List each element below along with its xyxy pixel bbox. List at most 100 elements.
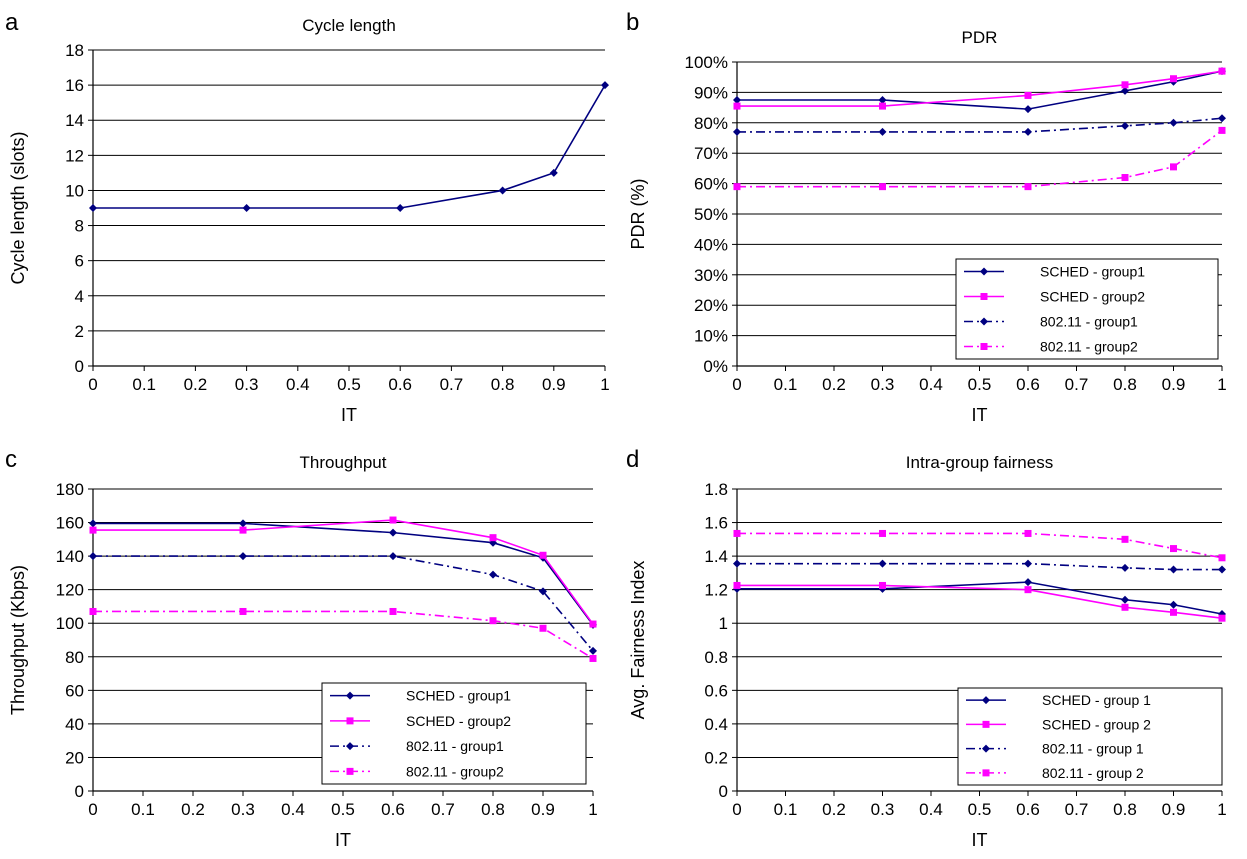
x-tick-label: 1 — [1217, 375, 1226, 394]
data-point — [733, 581, 741, 589]
data-point — [539, 551, 547, 559]
series-0 — [89, 81, 609, 212]
x-tick-label: 0 — [732, 375, 741, 394]
y-tick-label: 50% — [694, 205, 728, 224]
x-tick-label: 0.2 — [822, 375, 846, 394]
y-axis-label: Avg. Fairness Index — [628, 561, 648, 720]
legend-marker — [346, 691, 354, 700]
legend: SCHED - group1 SCHED - group2 802.11 - gro… — [321, 682, 587, 785]
data-point — [1170, 545, 1177, 553]
data-point — [1024, 578, 1032, 587]
data-point — [879, 581, 886, 589]
series-line — [737, 129, 1223, 188]
series-line — [93, 84, 606, 209]
y-tick-label: 30% — [694, 266, 728, 285]
legend-marker — [346, 767, 354, 775]
legend-label: SCHED - group2 — [1040, 289, 1145, 305]
series-1 — [89, 516, 597, 628]
series-0 — [89, 519, 597, 629]
data-point — [549, 168, 558, 177]
y-tick-label: 100 — [56, 614, 84, 633]
panel-letter: d — [626, 446, 639, 473]
legend-label: 802.11 - group1 — [406, 738, 504, 754]
x-tick-label: 0.7 — [440, 375, 464, 394]
data-point — [1218, 114, 1226, 123]
y-tick-label: 0% — [703, 357, 728, 376]
data-point — [879, 183, 886, 191]
series-line — [93, 555, 594, 652]
data-point — [878, 127, 887, 136]
series-line — [737, 581, 1223, 615]
y-tick-label: 10% — [694, 327, 728, 346]
x-tick-label: 0 — [88, 375, 97, 394]
data-point — [589, 620, 597, 628]
x-tick-label: 0 — [732, 800, 741, 819]
x-tick-label: 0.9 — [1162, 375, 1186, 394]
x-tick-label: 0.1 — [131, 800, 155, 819]
legend-label: SCHED - group 1 — [1042, 692, 1151, 708]
legend-marker — [980, 343, 988, 350]
y-tick-label: 160 — [56, 514, 84, 533]
x-tick-label: 1 — [600, 375, 609, 394]
y-axis-label: PDR (%) — [628, 179, 648, 250]
data-point — [1024, 559, 1032, 568]
y-tick-label: 14 — [65, 111, 84, 130]
x-tick-label: 0.4 — [919, 375, 943, 394]
x-tick-label: 0.8 — [481, 800, 505, 819]
x-tick-label: 0.1 — [774, 375, 798, 394]
legend: SCHED - group 1 SCHED - group 2 802.11 - g… — [957, 687, 1223, 786]
data-point — [89, 519, 97, 528]
x-tick-label: 0.7 — [431, 800, 455, 819]
y-tick-label: 0 — [719, 782, 728, 801]
data-point — [1024, 529, 1032, 537]
legend-label: 802.11 - group 1 — [1042, 741, 1144, 757]
data-point — [1121, 174, 1129, 182]
y-tick-label: 0.8 — [704, 648, 728, 667]
x-tick-label: 0.6 — [388, 375, 412, 394]
y-tick-label: 1.2 — [704, 581, 728, 600]
series-line — [93, 519, 594, 625]
data-point — [89, 204, 97, 212]
y-tick-label: 70% — [694, 144, 728, 163]
data-point — [389, 516, 397, 524]
x-tick-label: 0.9 — [1162, 800, 1186, 819]
data-point — [489, 534, 497, 542]
legend-marker — [982, 744, 990, 753]
x-tick-label: 0.2 — [181, 800, 205, 819]
x-axis-label: IT — [341, 405, 357, 425]
data-point — [396, 204, 405, 212]
x-tick-label: 0.3 — [871, 800, 895, 819]
y-tick-label: 2 — [75, 322, 84, 341]
data-point — [733, 529, 741, 537]
data-point — [239, 519, 247, 528]
y-tick-label: 6 — [75, 252, 84, 271]
y-tick-label: 0.4 — [704, 715, 728, 734]
x-tick-label: 0.6 — [1016, 800, 1040, 819]
data-point — [1024, 91, 1032, 99]
data-point — [1121, 563, 1129, 572]
y-tick-label: 0.6 — [704, 681, 728, 700]
x-tick-label: 0.7 — [1065, 800, 1089, 819]
y-tick-label: 18 — [65, 41, 84, 60]
x-tick-label: 0.8 — [1113, 375, 1137, 394]
x-tick-label: 0.6 — [1016, 375, 1040, 394]
y-tick-label: 40 — [65, 715, 84, 734]
legend-label: SCHED - group 2 — [1042, 716, 1151, 732]
y-tick-label: 60% — [694, 175, 728, 194]
x-tick-label: 0.5 — [968, 375, 992, 394]
y-axis-label: Cycle length (slots) — [8, 131, 28, 284]
panel-b: b PDR 0% 10% 20% 30% 40% 50% 60% 70% 80% 90% 100% 0 0.… — [626, 9, 1227, 425]
data-point — [389, 552, 397, 561]
x-tick-label: 0.3 — [231, 800, 255, 819]
x-tick-label: 0.9 — [542, 375, 566, 394]
legend-box — [955, 258, 1219, 360]
y-tick-label: 40% — [694, 235, 728, 254]
data-point — [733, 102, 741, 110]
data-point — [1169, 118, 1178, 127]
legend-marker — [346, 742, 354, 751]
y-tick-label: 80% — [694, 114, 728, 133]
y-tick-label: 8 — [75, 217, 84, 236]
legend-label: 802.11 - group2 — [406, 763, 504, 779]
legend-marker — [982, 720, 990, 728]
x-tick-label: 0.9 — [531, 800, 555, 819]
